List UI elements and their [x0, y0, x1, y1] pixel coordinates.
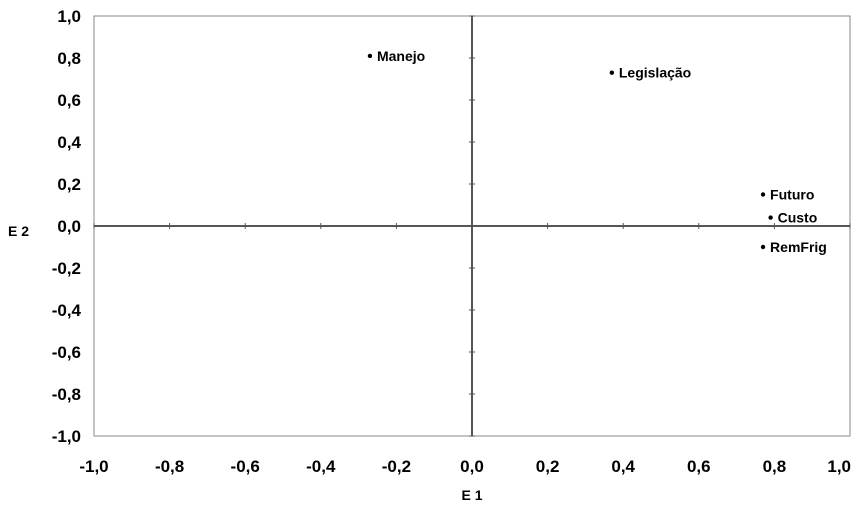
data-point: RemFrig [760, 239, 827, 255]
x-tick-label: -0,4 [306, 457, 336, 476]
point-marker [760, 244, 766, 250]
point-marker [768, 215, 773, 220]
x-tick-label: 1,0 [827, 457, 851, 476]
y-tick-label: 0,0 [57, 217, 81, 236]
y-tick-label: 0,8 [57, 49, 81, 68]
y-tick-label: 0,4 [57, 133, 81, 152]
data-point: Custo [768, 210, 817, 226]
x-tick-label: -0,2 [382, 457, 411, 476]
point-label: RemFrig [770, 239, 827, 255]
x-tick-labels: -1,0 -0,8 -0,6 -0,4 -0,2 0,0 0,2 0,4 0,6 0,8 1,0 [79, 457, 851, 476]
data-point: Manejo [367, 48, 425, 64]
point-label: Manejo [377, 48, 425, 64]
data-point: Futuro [760, 187, 814, 203]
data-points: Manejo Legislação Futuro Custo RemFrig [367, 48, 827, 255]
y-tick-label: -0,8 [52, 385, 81, 404]
x-tick-label: -0,6 [231, 457, 260, 476]
y-tick-label: -1,0 [52, 427, 81, 446]
x-tick-label: 0,0 [460, 457, 484, 476]
data-point: Legislação [609, 65, 691, 81]
y-tick-label: 0,6 [57, 91, 81, 110]
x-tick-label: 0,8 [763, 457, 787, 476]
point-marker [760, 192, 766, 197]
y-tick-label: -0,6 [52, 343, 81, 362]
x-tick-label: 0,4 [611, 457, 635, 476]
y-axis-title: E 2 [8, 223, 29, 239]
point-marker [367, 53, 373, 59]
y-tick-label: 1,0 [57, 7, 81, 26]
axes [93, 15, 851, 437]
x-axis-title: E 1 [461, 487, 482, 503]
y-tick-label: 0,2 [57, 175, 81, 194]
y-tick-label: -0,2 [52, 259, 81, 278]
x-tick-label: -1,0 [79, 457, 108, 476]
x-tick-label: 0,6 [687, 457, 711, 476]
point-marker [609, 70, 615, 75]
x-tick-label: -0,8 [155, 457, 184, 476]
point-label: Legislação [619, 65, 691, 81]
point-label: Custo [778, 210, 818, 226]
x-tick-label: 0,2 [536, 457, 560, 476]
y-tick-label: -0,4 [52, 301, 82, 320]
point-label: Futuro [770, 187, 814, 203]
y-tick-labels: 1,0 0,8 0,6 0,4 0,2 0,0 -0,2 -0,4 -0,6 -0,8 -1,0 [52, 7, 82, 446]
